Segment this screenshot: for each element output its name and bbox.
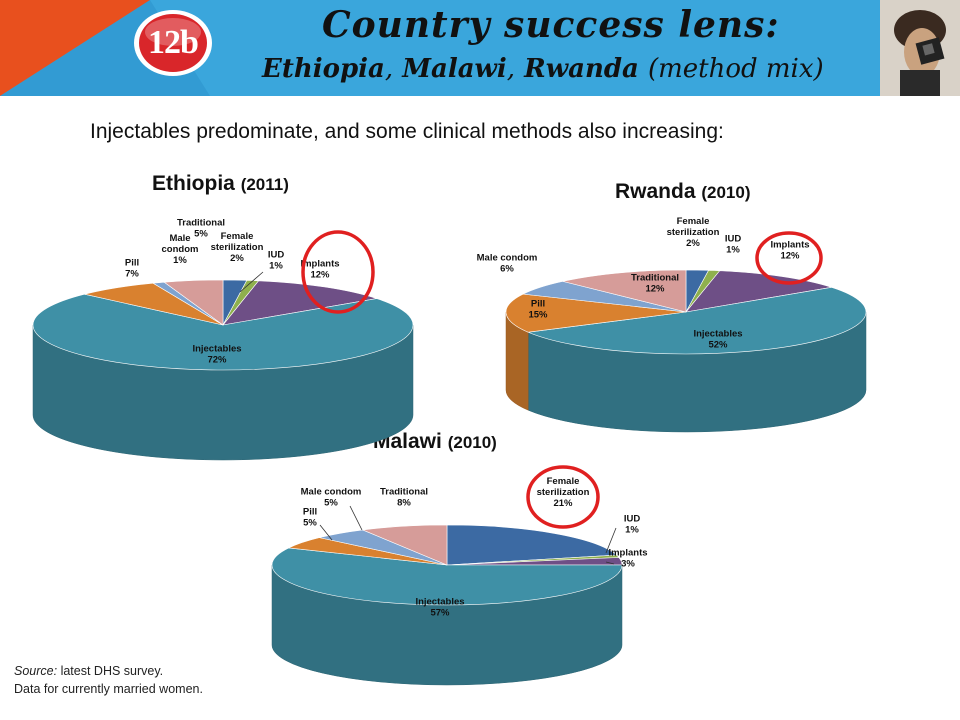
data-label-male-condom: Male condom 1% bbox=[162, 233, 199, 266]
highlight-circle-implants bbox=[755, 231, 823, 285]
header-photo bbox=[880, 0, 960, 96]
title-separator: , bbox=[384, 54, 394, 84]
data-label-implants: Implants 12% bbox=[770, 240, 809, 262]
data-label-male-condom: Male condom 5% bbox=[301, 487, 362, 509]
leader-line bbox=[239, 271, 264, 293]
chart-year-label: (2010) bbox=[447, 433, 497, 452]
title-suffix: (method mix) bbox=[647, 54, 824, 84]
chart-year-label: (2011) bbox=[240, 175, 289, 194]
pie-chart-ethiopia: Female sterilization 2% IUD 1% Implants 12% Inj… bbox=[32, 218, 414, 461]
header-orange-triangle bbox=[0, 0, 150, 96]
slice-injectables bbox=[271, 547, 623, 606]
data-label-injectables: Injectables 52% bbox=[693, 329, 742, 351]
page-title: Country success lens: bbox=[322, 4, 780, 46]
data-label-traditional: Traditional 12% bbox=[631, 273, 679, 295]
leader-line bbox=[605, 561, 615, 565]
leader-line bbox=[349, 505, 363, 531]
data-label-male-condom: Male condom 6% bbox=[477, 253, 538, 275]
chart-country-label: Ethiopia bbox=[152, 172, 235, 195]
slide-number: 12b bbox=[148, 24, 199, 61]
title-country-rwanda: Rwanda bbox=[524, 54, 639, 84]
title-country-ethiopia: Ethiopia bbox=[262, 54, 385, 84]
slide-number-badge bbox=[134, 10, 212, 76]
data-label-female-sterilization: Female sterilization 2% bbox=[667, 216, 720, 249]
data-label-iud: IUD 1% bbox=[725, 234, 742, 256]
data-label-traditional: Traditional 8% bbox=[380, 487, 428, 509]
slice-traditional bbox=[361, 524, 448, 566]
chart-title-rwanda: Rwanda (2010) bbox=[615, 180, 751, 204]
data-label-female-sterilization: Female sterilization 2% bbox=[211, 231, 264, 264]
page-subtitle-countries: Ethiopia, Malawi, Rwanda (method mix) bbox=[262, 54, 824, 84]
slice-traditional bbox=[562, 269, 687, 313]
title-separator: , bbox=[506, 54, 516, 84]
slice-female-sterilization bbox=[446, 524, 618, 566]
source-detail: Data for currently married women. bbox=[14, 682, 203, 696]
pie-chart-rwanda: Female sterilization 2% IUD 1% Implants 12% Inj… bbox=[477, 216, 867, 433]
highlight-circle-female-sterilization bbox=[526, 465, 600, 529]
chart-title-ethiopia: Ethiopia (2011) bbox=[152, 172, 289, 196]
data-label-iud: IUD 1% bbox=[624, 514, 641, 536]
data-label-pill: Pill 5% bbox=[303, 507, 318, 529]
source-label: Source: bbox=[14, 664, 58, 678]
highlight-circle-implants bbox=[301, 230, 375, 314]
source-note: Source: latest DHS survey. Data for curr… bbox=[14, 662, 203, 698]
data-label-female-sterilization: Female sterilization 21% bbox=[537, 476, 590, 509]
slide-subtitle: Injectables predominate, and some clinic… bbox=[90, 120, 724, 143]
data-label-injectables: Injectables 57% bbox=[415, 597, 464, 619]
data-label-implants: Implants 3% bbox=[608, 548, 647, 570]
data-label-pill: Pill 7% bbox=[125, 258, 140, 280]
data-label-traditional: Traditional 5% bbox=[177, 218, 225, 240]
title-country-malawi: Malawi bbox=[402, 54, 507, 84]
source-text: latest DHS survey. bbox=[60, 664, 164, 678]
slice-injectables bbox=[32, 293, 414, 371]
data-label-pill: Pill 15% bbox=[528, 299, 548, 321]
leader-line bbox=[319, 524, 333, 541]
chart-year-label: (2010) bbox=[701, 183, 751, 202]
data-label-injectables: Injectables 72% bbox=[192, 344, 241, 366]
pie-chart-malawi: Female sterilization 21% IUD 1% Implants 3% Inj… bbox=[271, 465, 648, 686]
slice-injectables bbox=[527, 287, 867, 355]
leader-line bbox=[605, 527, 617, 554]
data-label-iud: IUD 1% bbox=[268, 250, 285, 272]
slice-pill bbox=[505, 293, 687, 333]
data-label-implants: Implants 12% bbox=[300, 259, 339, 281]
slice-implants bbox=[222, 280, 377, 326]
chart-country-label: Rwanda bbox=[615, 180, 696, 203]
slice-traditional bbox=[163, 279, 224, 326]
